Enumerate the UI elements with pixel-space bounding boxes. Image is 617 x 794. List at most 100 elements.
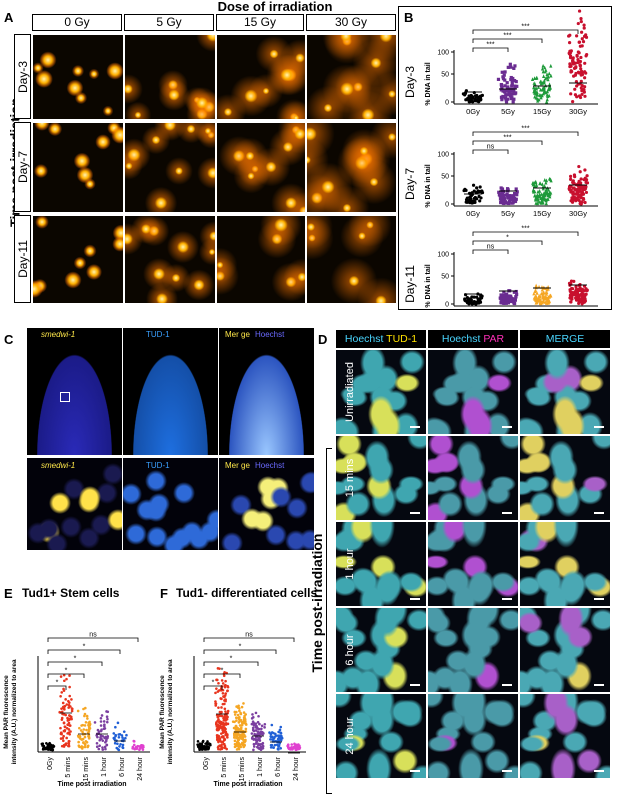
scale-bar [594,598,604,600]
data-point [535,90,539,95]
panel-c-channel-label: smedwi-1 [41,461,76,470]
data-point [242,733,246,737]
data-point [256,735,259,739]
data-point [114,734,117,738]
data-point [261,741,265,745]
data-point [504,298,508,302]
data-point [60,691,64,694]
data-point [500,300,504,304]
data-point [545,290,549,295]
data-point [97,747,101,751]
scale-bar [594,770,604,772]
data-point [273,743,277,747]
data-point [579,200,583,204]
data-point [277,734,281,737]
data-point [241,722,244,725]
data-point [41,742,45,745]
data-point [512,196,517,201]
data-point [575,197,579,202]
dose-header-1: 5 Gy [124,14,214,31]
data-point [81,730,84,734]
data-point [220,732,223,735]
panel-d-header: Hoechst PAR [428,330,518,348]
data-point [583,70,587,74]
data-point [515,193,519,197]
data-point [578,59,583,64]
data-point [270,723,274,727]
data-point [242,719,246,723]
data-point [138,748,141,752]
data-point [102,720,106,723]
data-point [577,188,582,192]
data-point [260,724,264,728]
x-tick-label: 0Gy [466,209,480,218]
panel-d-image [428,522,518,606]
data-point [276,747,280,751]
comet-tile [125,216,215,303]
data-point [226,684,229,688]
data-point [541,63,545,68]
significance-label: * [65,668,68,675]
data-point [251,726,255,730]
comet-tile [307,35,396,119]
data-point [238,733,242,736]
data-point [238,716,241,719]
data-point [59,694,62,698]
significance-label: * [221,668,224,675]
data-point [512,78,517,83]
data-point [279,734,283,738]
data-point [256,727,260,730]
data-point [575,34,579,38]
data-point [540,287,544,292]
data-point [547,82,552,87]
panel-a-label: A [4,10,14,25]
data-point [543,295,547,300]
data-point [514,289,518,294]
data-point [471,199,475,203]
scale-bar [502,770,512,772]
data-point [500,85,504,90]
data-point [583,94,587,98]
data-point [79,745,83,749]
data-point [257,714,260,718]
panel-d-image [336,608,426,692]
data-point [216,667,220,670]
data-point [512,290,516,294]
x-tick-label: 15Gy [533,107,551,116]
y-axis-label: % DNA in tail [425,62,432,105]
data-point [63,679,66,683]
data-point [258,747,261,751]
data-point [243,714,246,718]
data-point [569,69,573,73]
data-point [226,689,229,692]
data-point [549,73,553,78]
data-point [573,292,577,297]
data-point [571,195,576,200]
data-point [255,740,258,743]
data-point [250,732,254,735]
data-point [574,285,578,289]
comet-tile [307,216,396,303]
panel-c-channel-label: TUD-1 [146,461,170,470]
data-point [66,717,70,721]
data-point [583,61,587,65]
data-point [221,682,225,685]
data-point [269,735,273,739]
data-point [577,301,581,305]
panel-d-header: Hoechst TUD-1 [336,330,426,348]
data-point [99,716,103,720]
data-point [509,296,513,300]
data-point [101,748,105,751]
data-point [217,728,221,731]
data-point [220,706,223,709]
scale-bar [594,684,604,686]
data-point [261,744,265,748]
data-point [256,720,260,724]
data-point [224,730,228,734]
data-point [545,89,550,94]
data-point [569,49,573,53]
data-point [575,84,579,88]
panel-c-channel-label: ge [241,330,250,339]
data-point [468,198,472,202]
data-point [275,743,279,747]
